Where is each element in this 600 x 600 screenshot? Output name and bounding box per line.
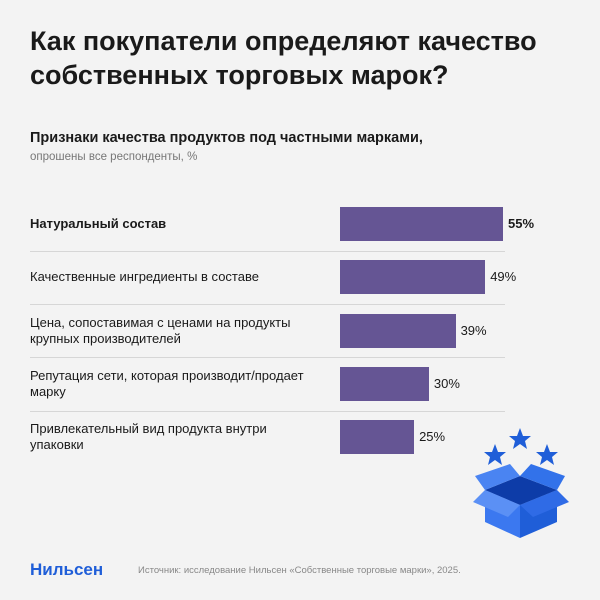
- bar: [340, 366, 429, 401]
- separator: [30, 410, 505, 412]
- category-label: Качественные ингредиенты в составе: [30, 269, 259, 285]
- separator: [30, 303, 505, 305]
- source: Источник: исследование Нильсен «Собствен…: [138, 565, 461, 576]
- category-label: Цена, сопоставимая с ценами на продукты …: [30, 314, 291, 346]
- category-label: Репутация сети, которая производит/прода…: [30, 367, 304, 399]
- chart-note: опрошены все респонденты, %: [30, 151, 198, 163]
- bar: [340, 313, 456, 348]
- chart-subtitle: Признаки качества продуктов под частными…: [30, 130, 423, 146]
- value-label: 30%: [433, 375, 460, 391]
- category-label: Натуральный состав: [30, 216, 167, 231]
- chart-title: Как покупатели определяют качество собст…: [30, 26, 537, 90]
- value-label: 49%: [490, 269, 517, 285]
- separator: [30, 357, 505, 359]
- bar: [340, 207, 503, 241]
- value-label: 25%: [419, 429, 446, 445]
- logo: Нильсен: [30, 560, 104, 579]
- value-label: 55%: [508, 216, 535, 231]
- separator: [30, 250, 505, 252]
- bar: [340, 420, 415, 455]
- value-label: 39%: [460, 322, 487, 338]
- category-label: Привлекательный вид продукта внутри упак…: [30, 421, 267, 453]
- bar: [340, 260, 486, 295]
- box-illustration: [473, 428, 569, 538]
